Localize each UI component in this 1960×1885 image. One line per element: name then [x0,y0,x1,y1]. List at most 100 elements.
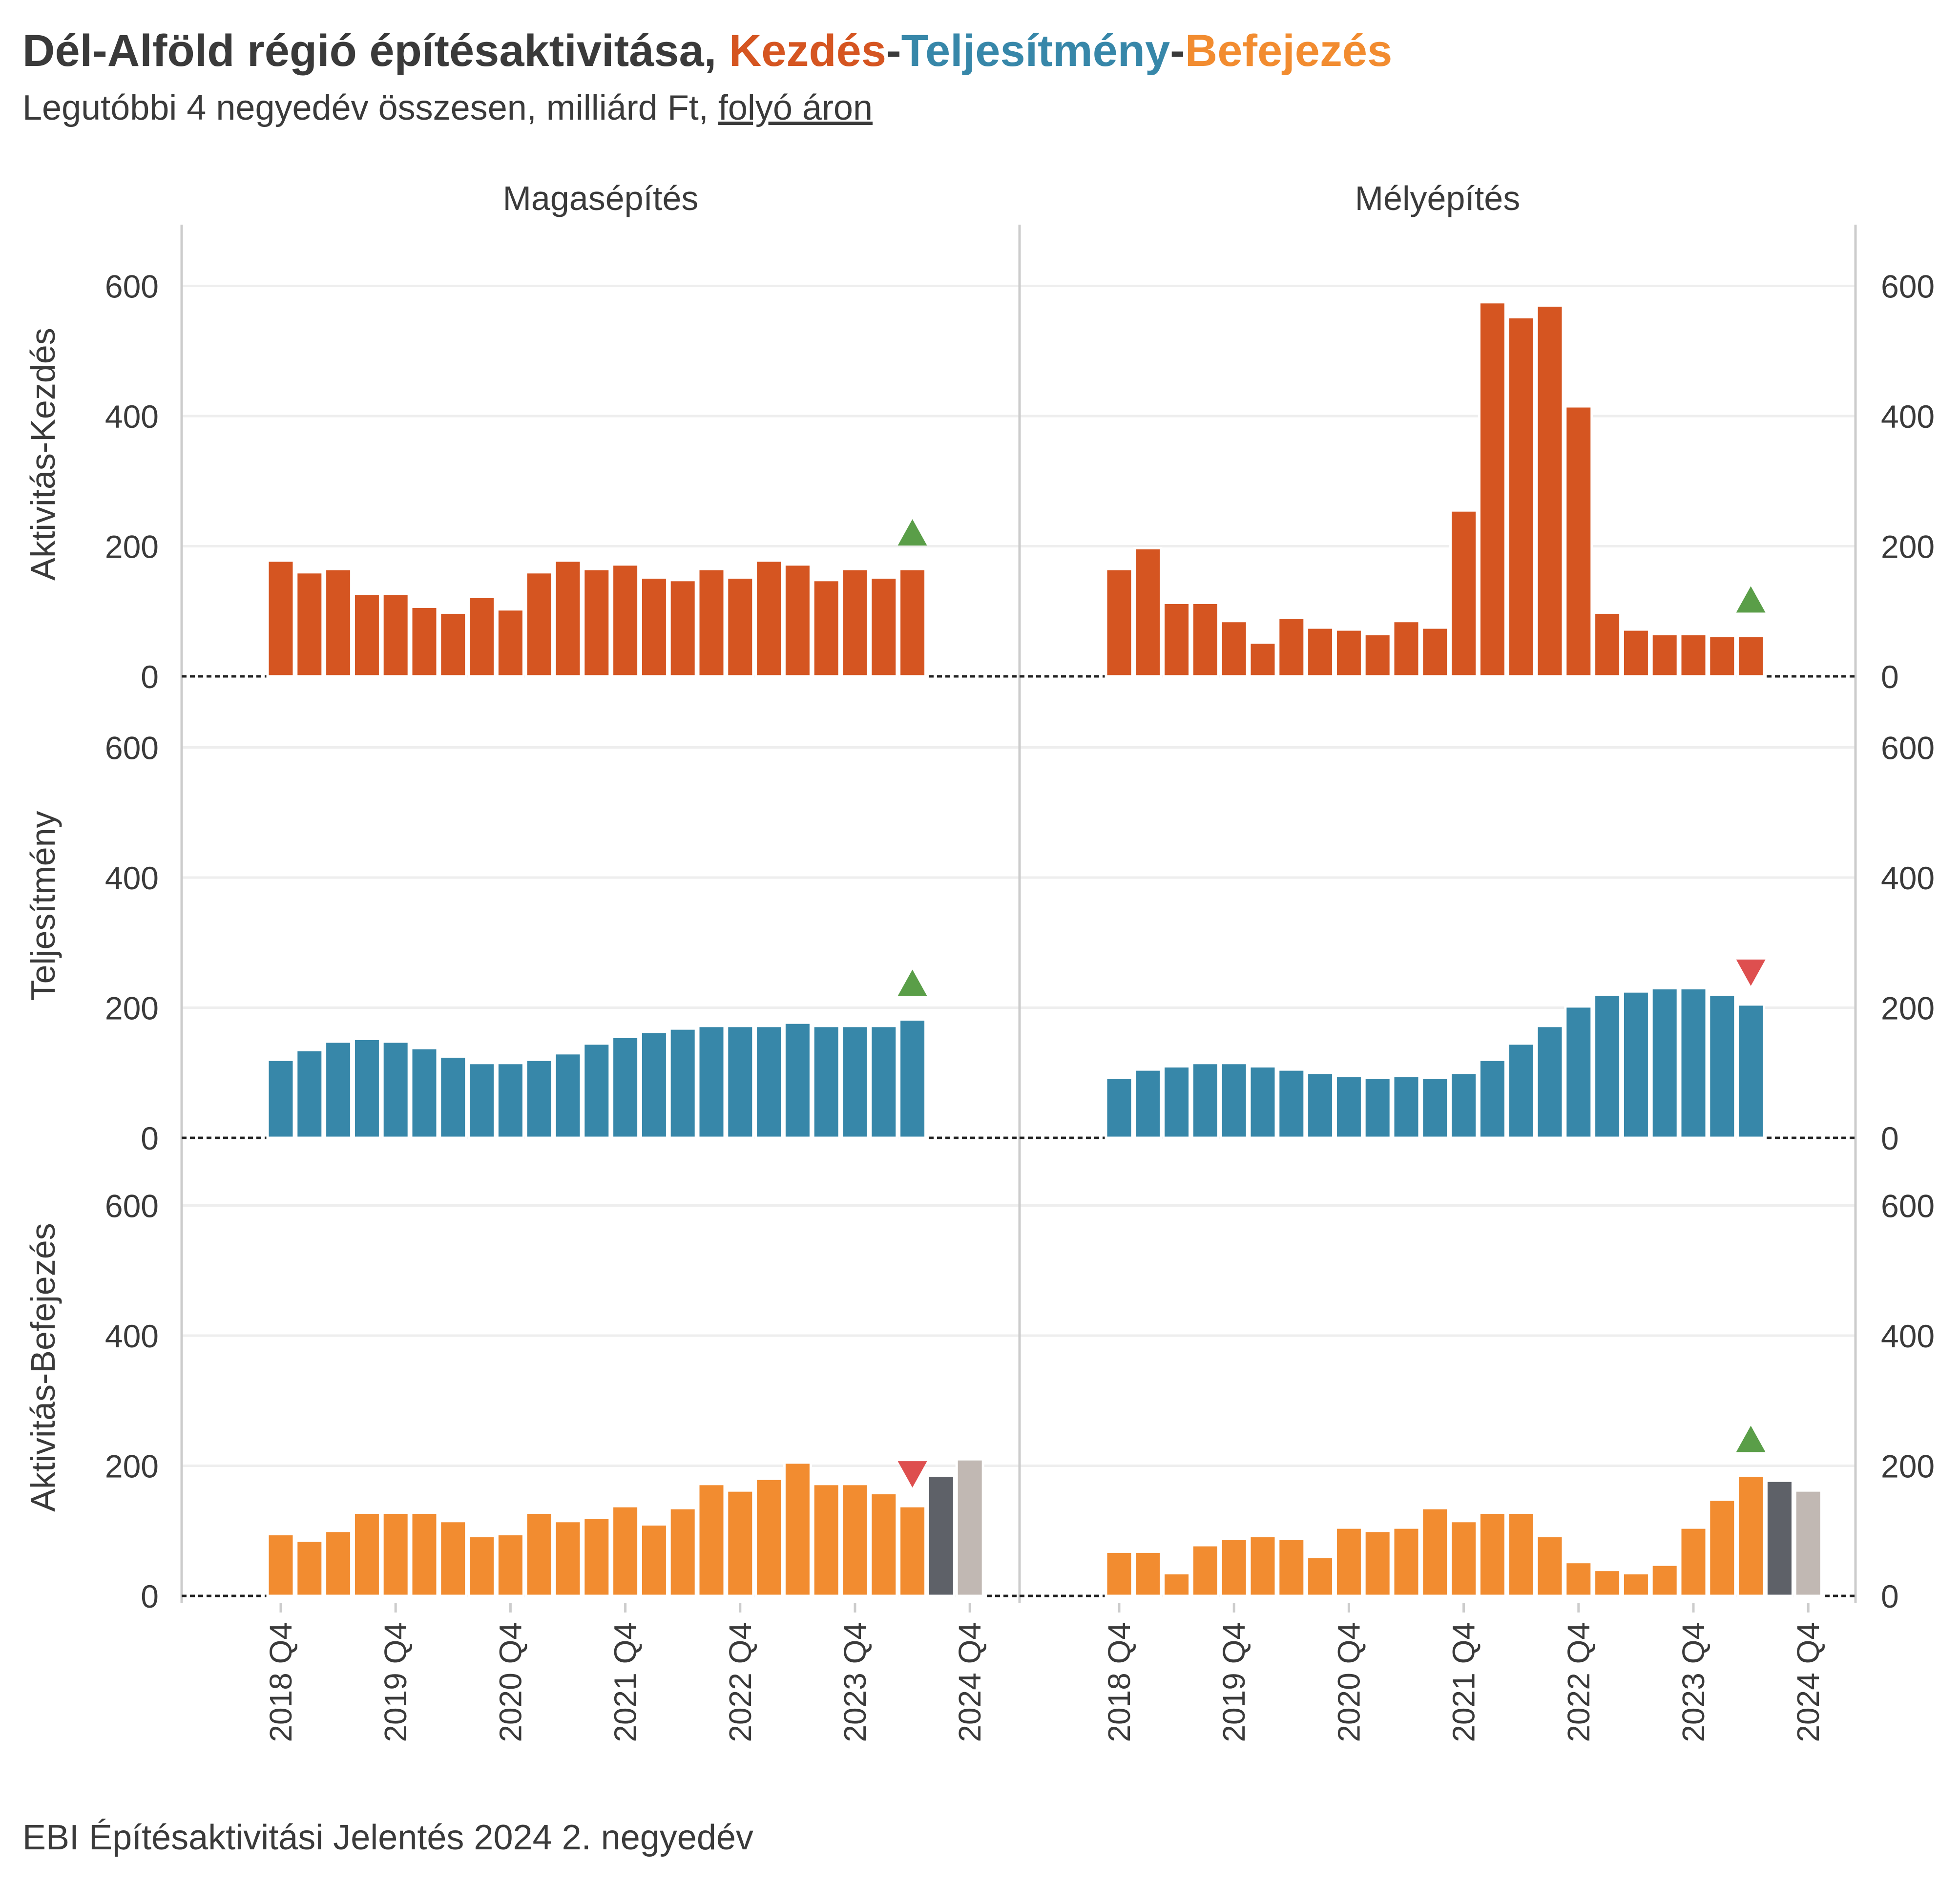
bar [295,571,324,678]
bar [898,1018,927,1139]
y-tick-label: 600 [105,1188,159,1224]
bar [869,1491,898,1597]
bar [1478,1058,1507,1139]
y-tick-label: 400 [1881,860,1935,896]
bar [812,579,841,678]
bar [840,1025,870,1139]
bar [1105,1550,1134,1597]
bar [1679,987,1708,1139]
bar [668,1507,697,1597]
x-tick-label: 2024 Q4 [1791,1622,1826,1742]
facet-label-column: Mélyépítés [1355,179,1520,217]
bar [697,1483,726,1597]
bar [1334,1526,1363,1597]
bar [1334,628,1363,678]
bar [1708,993,1737,1139]
trend-down-icon [897,1461,927,1488]
title-prefix: Dél-Alföld régió építésaktivitása, [22,26,729,76]
bar [697,567,726,678]
bar [1564,1005,1593,1139]
y-tick-label: 0 [1881,1120,1899,1156]
bar [898,1505,927,1597]
bar [1219,1537,1249,1597]
bar [1621,990,1650,1139]
bar [1277,1537,1306,1597]
bar [1248,641,1277,678]
bar [898,567,927,678]
bar [266,1532,295,1597]
trend-up-icon [897,969,927,996]
title-teljesitmeny: Teljesítmény [901,26,1170,76]
bar [1449,1520,1479,1597]
bar [639,576,668,678]
bar [726,576,755,678]
chart-title: Dél-Alföld régió építésaktivitása, Kezdé… [22,25,1392,77]
bar [1535,304,1564,678]
x-tick-label: 2019 Q4 [378,1622,413,1742]
bar [1277,1068,1306,1139]
bar [1506,1511,1536,1597]
y-tick-label: 400 [1881,1318,1935,1354]
bar [582,1516,611,1597]
bar [1535,1025,1564,1139]
bar [1420,1507,1450,1597]
bar [1736,1474,1766,1597]
x-tick-label: 2024 Q4 [952,1622,987,1742]
bar [783,1021,812,1139]
bar [295,1048,324,1139]
x-tick-label: 2022 Q4 [723,1622,758,1742]
bar [438,1055,468,1139]
bar [1105,567,1134,678]
bar [496,608,525,678]
bar [381,592,410,678]
bar [582,567,611,678]
title-separator-1: - [886,26,901,76]
y-tick-label: 200 [1881,990,1935,1026]
bar [1564,1561,1593,1597]
bar [1190,1544,1220,1597]
y-tick-label: 200 [105,529,159,565]
bar [812,1025,841,1139]
bar [1564,405,1593,678]
bar [783,563,812,678]
bar [553,559,583,678]
bar [840,1483,870,1597]
bar [1420,1076,1450,1139]
panel-1-0 [1105,301,1766,678]
bar [611,1035,640,1139]
bar [1593,1569,1622,1597]
y-tick-label: 600 [105,269,159,305]
y-tick-label: 600 [1881,1188,1935,1224]
bar [410,1047,439,1139]
chart-subtitle: Legutóbbi 4 negyedév összesen, milliárd … [22,88,873,128]
panel-1-2 [1105,1425,1823,1597]
bar [352,1037,381,1139]
y-tick-label: 400 [1881,398,1935,435]
bar [1650,1563,1679,1597]
bar [1248,1534,1277,1597]
bar [324,1040,353,1139]
bar [1679,632,1708,678]
y-tick-label: 200 [105,1448,159,1485]
bar [467,1062,497,1139]
bar [1449,1071,1479,1139]
bar [1277,616,1306,678]
bar [639,1030,668,1139]
bar [1334,1074,1363,1139]
y-tick-label: 200 [105,990,159,1026]
bar [381,1511,410,1597]
bar [812,1483,841,1597]
facet-label-row: Aktivitás-Befejezés [24,1223,62,1511]
bar [1650,987,1679,1139]
panel-1-1 [1105,959,1766,1139]
bar [726,1489,755,1597]
forecast-bar [1765,1479,1794,1597]
x-tick-label: 2018 Q4 [263,1622,298,1742]
bar [1363,1076,1392,1139]
bar [1306,626,1335,678]
bar [410,605,439,678]
bar [1162,1571,1191,1597]
bar [1593,993,1622,1139]
bar [266,1058,295,1139]
bar [438,611,468,678]
